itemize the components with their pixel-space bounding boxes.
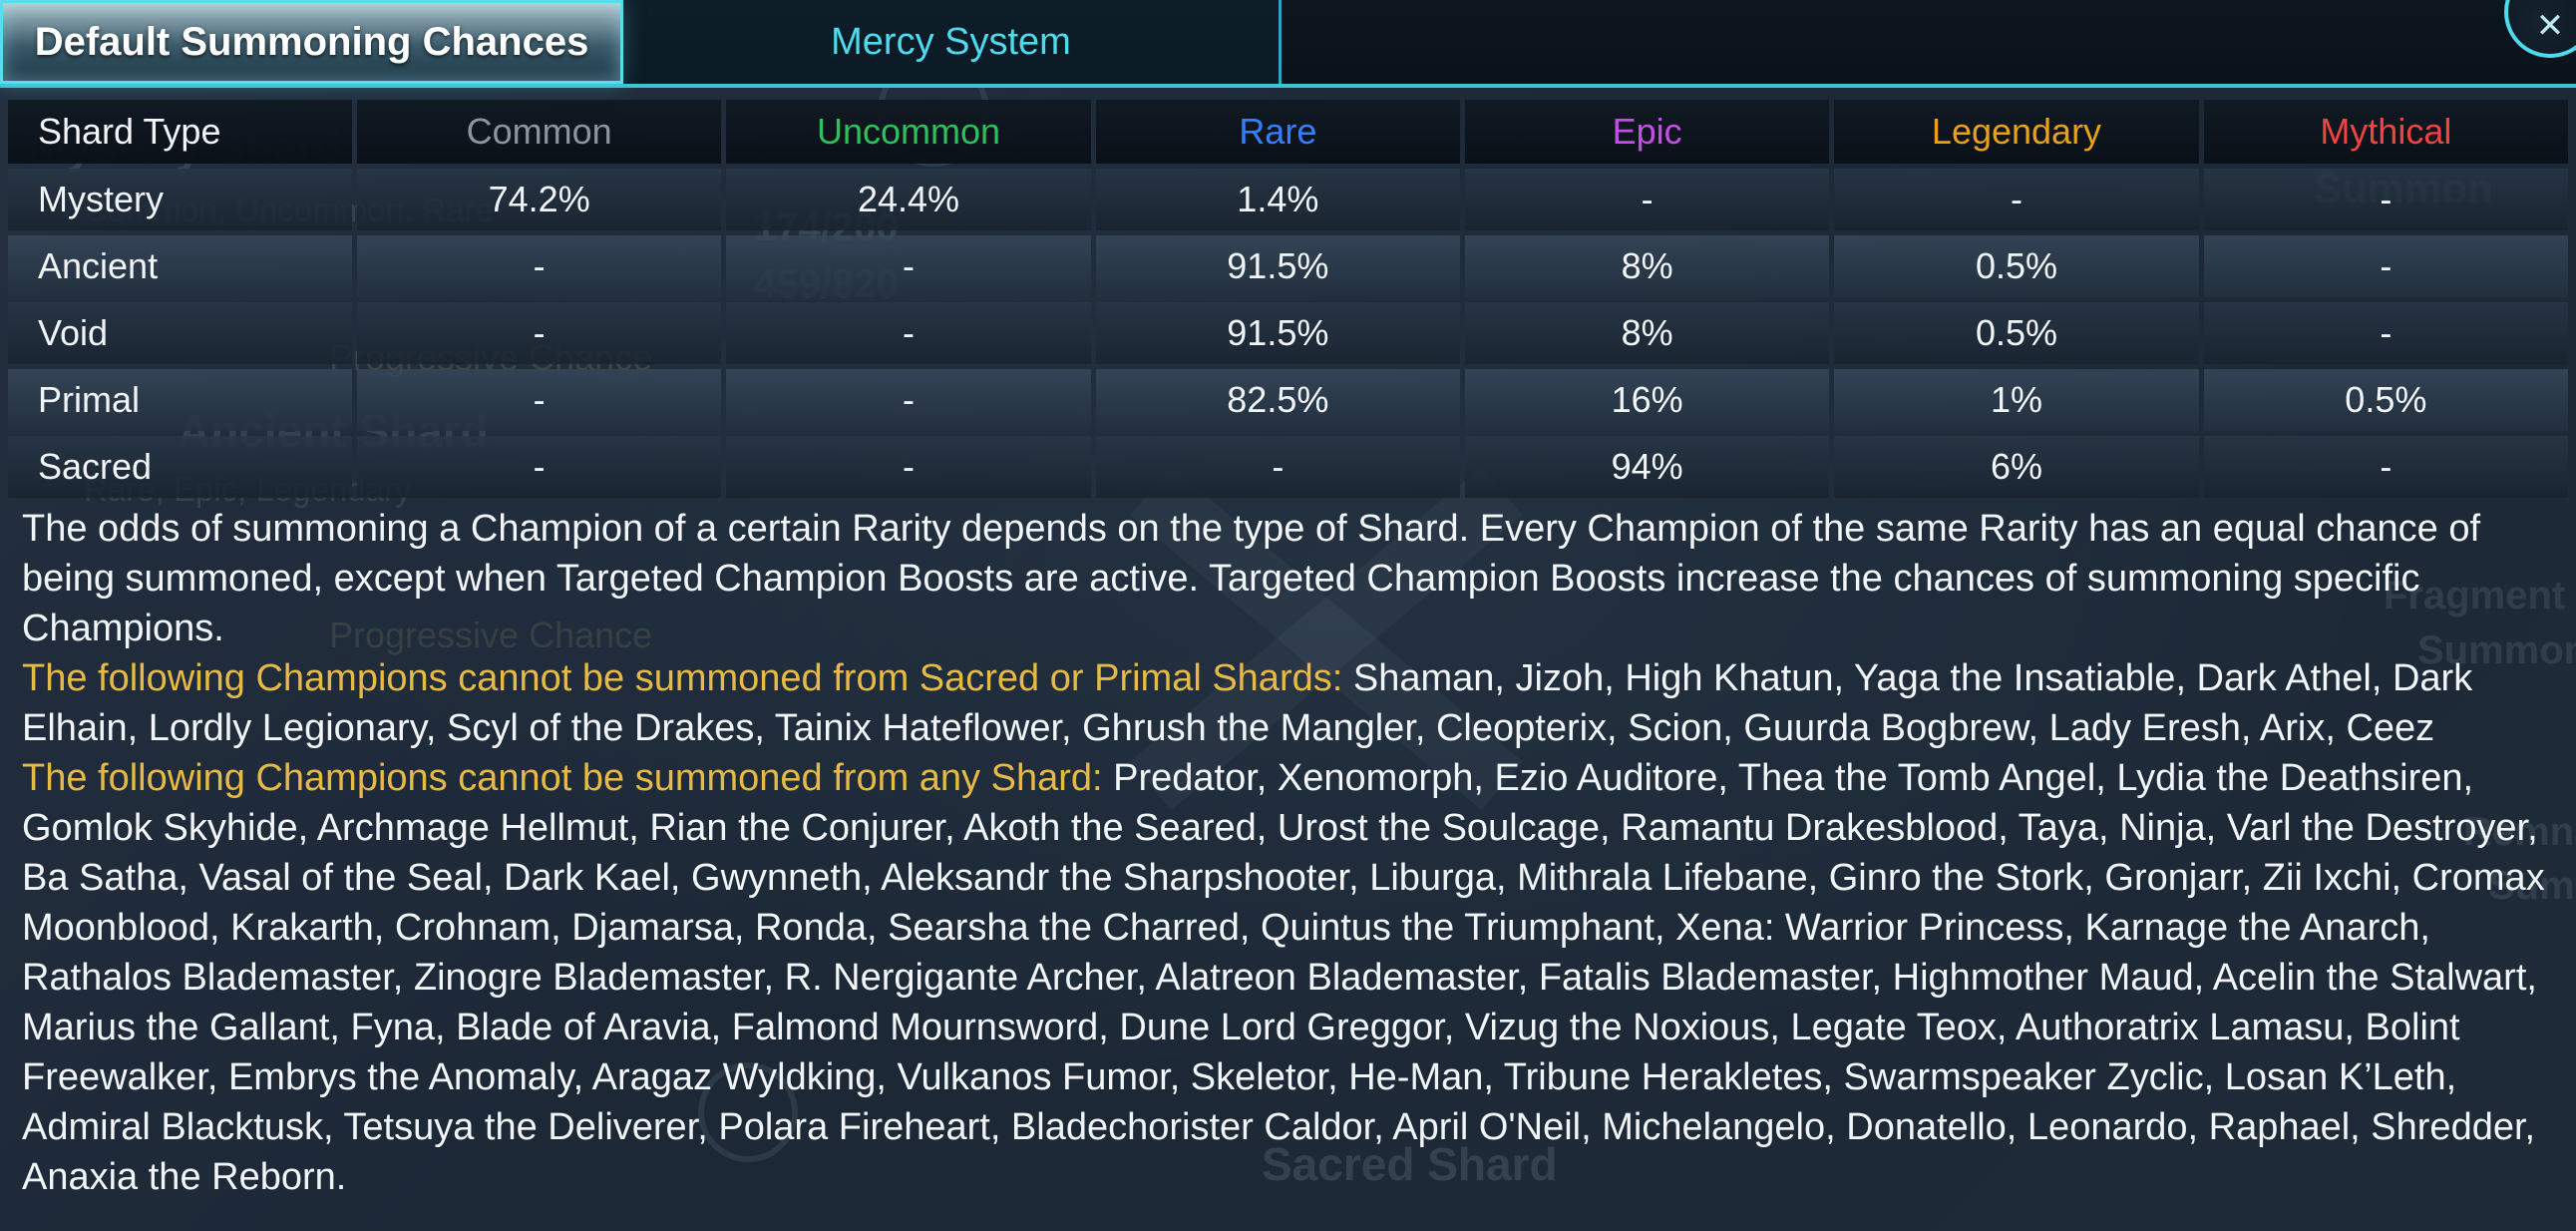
chance-cell: - — [357, 302, 722, 364]
shard-row-label-ancient: Ancient — [8, 235, 352, 297]
chance-cell: 16% — [1465, 369, 1830, 431]
tab-default-summoning-chances[interactable]: Default Summoning Chances — [0, 0, 623, 84]
chance-cell: - — [2203, 235, 2568, 297]
tab-label: Mercy System — [831, 20, 1071, 63]
column-header-epic: Epic — [1465, 100, 1830, 164]
description-text: The odds of summoning a Champion of a ce… — [22, 504, 2554, 1202]
chance-cell: 1% — [1834, 369, 2199, 431]
shard-row-label-mystery: Mystery — [8, 169, 352, 230]
ghost-remnant-summon-label: Summon — [2488, 864, 2576, 908]
chance-cell: - — [1834, 169, 2199, 230]
shard-row-label-void: Void — [8, 302, 352, 364]
summoning-odds-paragraph: The odds of summoning a Champion of a ce… — [22, 504, 2554, 653]
sacred-primal-exclusions-heading: The following Champions cannot be summon… — [22, 657, 1343, 699]
ghost-sacred-shard-label: Sacred Shard — [1262, 1138, 1558, 1190]
chance-cell: 8% — [1465, 235, 1830, 297]
column-header-uncommon: Uncommon — [726, 100, 1091, 164]
column-header-common: Common — [357, 100, 722, 164]
sacred-primal-exclusions-paragraph: The following Champions cannot be summon… — [22, 653, 2554, 753]
close-icon: ✕ — [2535, 7, 2565, 45]
column-header-legendary: Legendary — [1834, 100, 2199, 164]
tab-mercy-system[interactable]: Mercy System — [623, 0, 1282, 84]
column-header-shard-type: Shard Type — [8, 100, 352, 164]
summoning-odds-text: The odds of summoning a Champion of a ce… — [22, 508, 2481, 649]
chance-cell: 6% — [1834, 436, 2199, 498]
chance-cell: 0.5% — [1834, 235, 2199, 297]
chance-cell: - — [726, 369, 1091, 431]
chance-cell: - — [2203, 169, 2568, 230]
shard-row-label-primal: Primal — [8, 369, 352, 431]
ghost-remnant-summon-label: Remnant — [2463, 810, 2576, 854]
ghost-fragment-summon-label: Fragment — [2384, 574, 2566, 617]
any-shard-exclusions-paragraph: The following Champions cannot be summon… — [22, 753, 2554, 1202]
chance-cell: 94% — [1465, 436, 1830, 498]
sacred-primal-exclusions-list: Shaman, Jizoh, High Khatun, Yaga the Ins… — [22, 657, 2473, 749]
chance-cell: 1.4% — [1095, 169, 1460, 230]
chance-cell: - — [357, 235, 722, 297]
chance-cell: 8% — [1465, 302, 1830, 364]
tab-label: Default Summoning Chances — [34, 19, 589, 64]
summoning-chances-table: Shard Type Common Uncommon Rare Epic Leg… — [8, 100, 2568, 498]
ghost-progressive-chance-label: Progressive Chance — [329, 615, 653, 655]
chance-cell: 0.5% — [2203, 369, 2568, 431]
chance-cell: - — [357, 369, 722, 431]
chance-cell: 82.5% — [1095, 369, 1460, 431]
chance-cell: - — [357, 436, 722, 498]
column-header-mythical: Mythical — [2203, 100, 2568, 164]
chance-cell: - — [1465, 169, 1830, 230]
tab-bar: Default Summoning Chances Mercy System — [0, 0, 2576, 88]
chance-cell: 0.5% — [1834, 302, 2199, 364]
ghost-fragment-summon-label: Summon — [2417, 628, 2576, 672]
chance-cell: 74.2% — [357, 169, 722, 230]
chance-cell: 91.5% — [1095, 302, 1460, 364]
column-header-rare: Rare — [1095, 100, 1460, 164]
chance-cell: - — [1095, 436, 1460, 498]
any-shard-exclusions-heading: The following Champions cannot be summon… — [22, 757, 1103, 799]
chance-cell: 24.4% — [726, 169, 1091, 230]
chance-cell: - — [726, 235, 1091, 297]
any-shard-exclusions-list: Predator, Xenomorph, Ezio Auditore, Thea… — [22, 757, 2545, 1198]
chance-cell: - — [726, 436, 1091, 498]
shard-row-label-sacred: Sacred — [8, 436, 352, 498]
chance-cell: - — [2203, 436, 2568, 498]
ghost-info-ring — [698, 1062, 798, 1162]
chance-cell: - — [2203, 302, 2568, 364]
chance-cell: 91.5% — [1095, 235, 1460, 297]
chance-cell: - — [726, 302, 1091, 364]
